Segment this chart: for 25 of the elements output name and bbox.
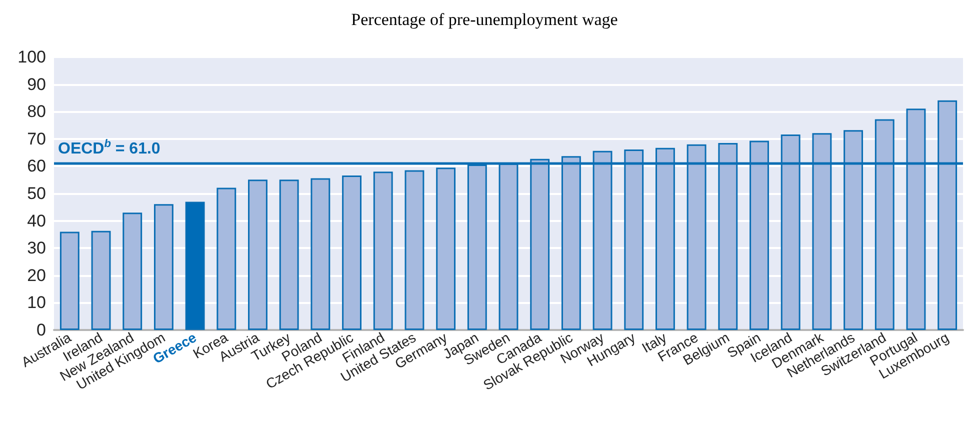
bar: [185, 202, 205, 330]
y-tick-label: 40: [27, 211, 46, 230]
bar: [91, 230, 111, 330]
bar: [154, 204, 174, 330]
bar: [436, 168, 456, 330]
bar: [60, 232, 80, 330]
bar: [310, 178, 330, 330]
y-tick-label: 50: [27, 184, 46, 203]
chart-title: Percentage of pre-unemployment wage: [351, 10, 618, 29]
y-tick-label: 60: [27, 156, 46, 176]
bar: [122, 212, 142, 330]
bar: [342, 175, 362, 330]
y-tick-label: 80: [27, 102, 46, 122]
y-tick-label: 70: [27, 129, 46, 148]
bar: [216, 188, 236, 330]
y-tick-label: 100: [18, 48, 46, 66]
y-tick-label: 90: [27, 74, 46, 94]
y-tick-label: 30: [27, 238, 46, 258]
bar: [279, 180, 299, 330]
bar: [248, 180, 268, 330]
y-tick-label: 20: [27, 266, 46, 285]
y-tick-label: 0: [36, 320, 46, 340]
y-tick-label: 10: [27, 293, 46, 312]
bar: [404, 170, 424, 330]
bar: [373, 172, 393, 330]
